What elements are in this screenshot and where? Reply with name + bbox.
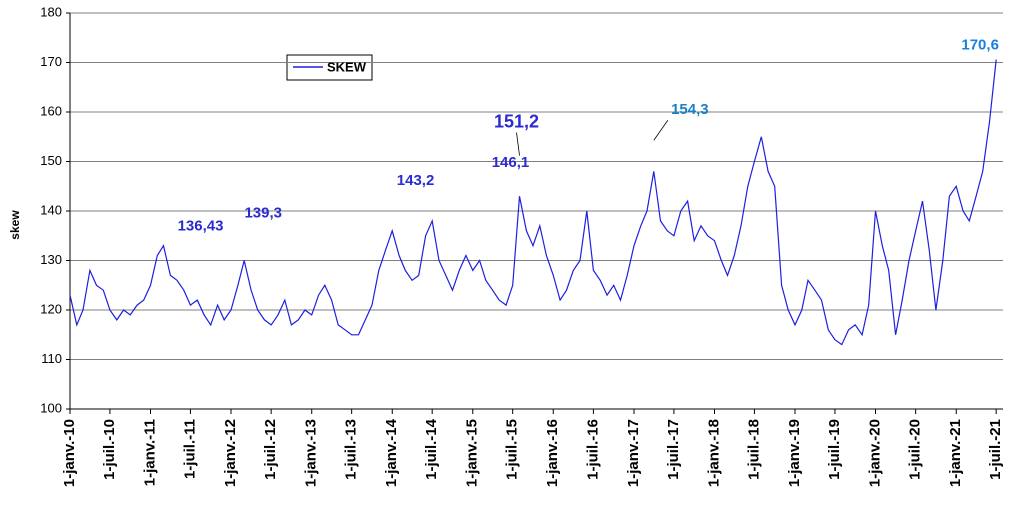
x-tick-label: 1-janv.-14 — [383, 418, 400, 487]
y-tick-label: 150 — [40, 153, 62, 168]
x-tick-label: 1-juil.-15 — [504, 419, 521, 480]
x-tick-label: 1-janv.-20 — [866, 419, 883, 487]
y-tick-label: 180 — [40, 4, 62, 19]
annotation: 139,3 — [244, 204, 282, 221]
y-tick-label: 130 — [40, 252, 62, 267]
annotation-leader — [516, 132, 520, 156]
x-tick-label: 1-juil.-14 — [423, 418, 440, 480]
x-tick-label: 1-janv.-19 — [786, 419, 803, 487]
y-tick-label: 120 — [40, 301, 62, 316]
x-tick-label: 1-janv.-17 — [625, 419, 642, 487]
y-tick-label: 110 — [41, 351, 62, 366]
y-axis-label: skew — [8, 210, 22, 240]
x-tick-label: 1-janv.-18 — [705, 419, 722, 487]
annotation: 151,2 — [494, 111, 539, 131]
annotation: 136,43 — [178, 218, 224, 235]
x-tick-label: 1-juil.-21 — [987, 419, 1004, 480]
x-tick-label: 1-juil.-19 — [826, 419, 843, 480]
x-tick-label: 1-janv.-11 — [141, 419, 158, 486]
annotation-leader — [653, 119, 669, 141]
y-tick-label: 140 — [40, 202, 62, 217]
y-tick-label: 100 — [40, 400, 62, 415]
x-tick-label: 1-juil.-16 — [584, 419, 601, 480]
x-tick-label: 1-juil.-17 — [665, 419, 682, 480]
series-line — [69, 59, 997, 346]
x-tick-label: 1-janv.-13 — [303, 419, 320, 487]
annotation: 146,1 — [492, 154, 530, 171]
y-tick-label: 170 — [40, 54, 62, 69]
x-tick-label: 1-juil.-20 — [907, 419, 924, 480]
x-tick-label: 1-juil.-10 — [101, 419, 118, 480]
x-tick-label: 1-janv.-16 — [544, 419, 561, 487]
annotation: 143,2 — [397, 172, 435, 189]
annotation: 170,6 — [961, 36, 999, 53]
x-tick-label: 1-janv.-21 — [947, 419, 964, 487]
x-tick-label: 1-juil.-12 — [262, 419, 279, 480]
x-tick-label: 1-janv.-10 — [61, 419, 78, 487]
y-tick-label: 160 — [40, 103, 62, 118]
x-tick-label: 1-janv.-15 — [464, 419, 481, 487]
annotation: 154,3 — [671, 101, 709, 118]
legend-label: SKEW — [327, 59, 367, 74]
x-tick-label: 1-janv.-12 — [222, 419, 239, 487]
x-tick-label: 1-juil.-18 — [745, 419, 762, 480]
x-tick-label: 1-juil.-13 — [343, 419, 360, 480]
x-tick-label: 1-juil.-11 — [181, 419, 198, 479]
